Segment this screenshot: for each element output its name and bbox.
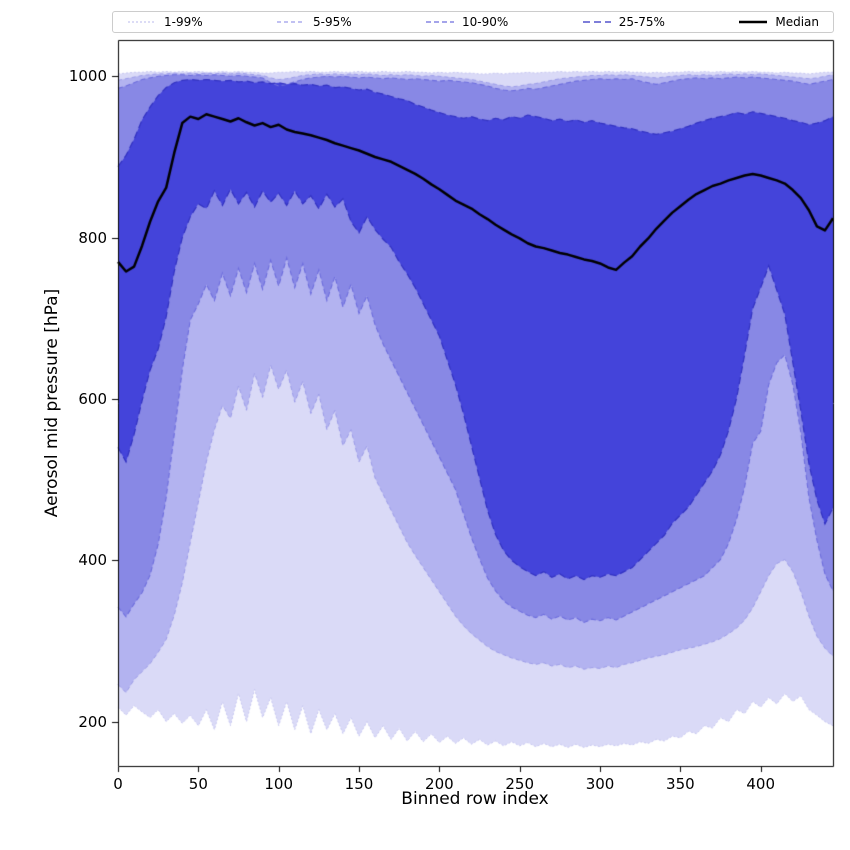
legend-item-5-95: 5-95% — [276, 15, 352, 29]
legend-label: Median — [775, 15, 819, 29]
legend-label: 25-75% — [618, 15, 665, 29]
legend-item-median: Median — [738, 15, 819, 29]
legend-line-sample — [128, 21, 156, 23]
legend-label: 5-95% — [313, 15, 352, 29]
legend-line-sample — [739, 20, 768, 24]
legend-line-sample — [582, 21, 611, 23]
legend-item-1-99: 1-99% — [127, 15, 203, 29]
legend-line-sample — [426, 21, 455, 23]
legend-line-sample — [277, 21, 306, 23]
legend-item-25-75: 25-75% — [582, 15, 665, 29]
legend-item-10-90: 10-90% — [425, 15, 508, 29]
legend-label: 1-99% — [164, 15, 203, 29]
legend: 1-99% 5-95% 10-90% 25-75% Median — [112, 11, 834, 33]
legend-label: 10-90% — [462, 15, 509, 29]
